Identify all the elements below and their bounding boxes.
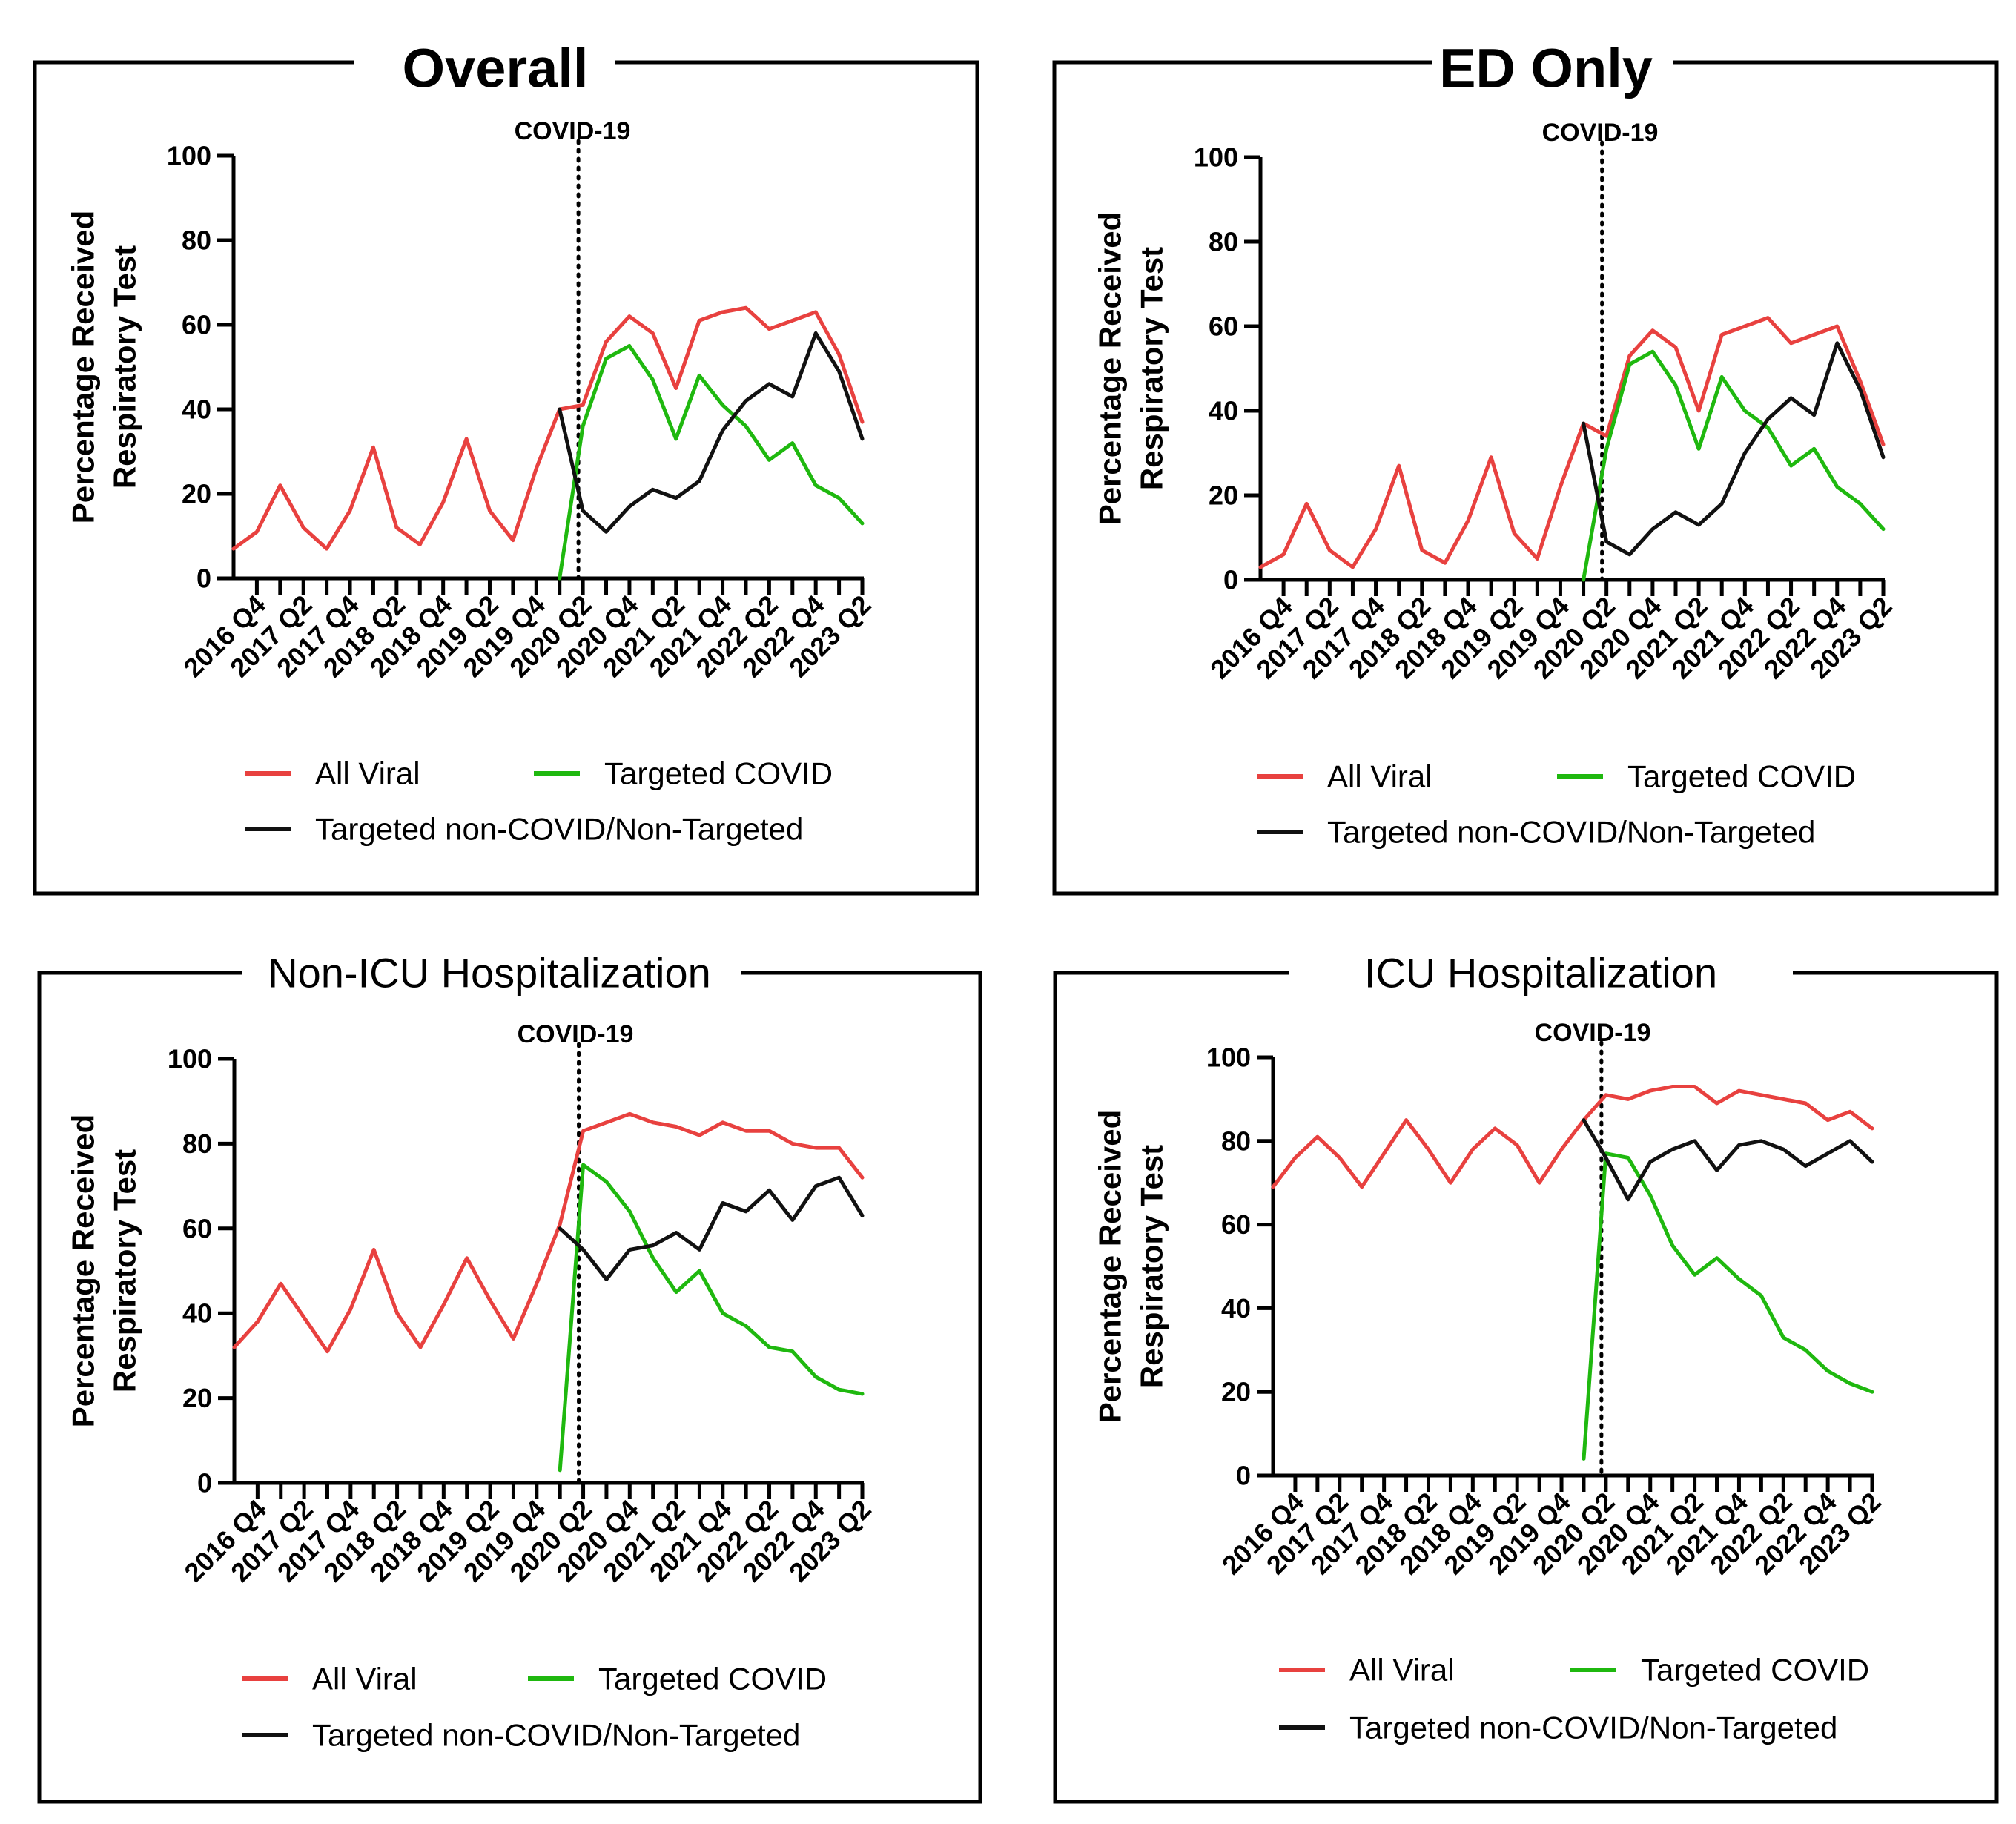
y-tick-label: 60 xyxy=(1209,311,1238,342)
legend-label: Targeted COVID xyxy=(604,756,833,791)
y-tick-label: 20 xyxy=(182,1383,212,1413)
y-tick-label: 40 xyxy=(1221,1293,1251,1324)
y-tick-label: 100 xyxy=(168,1044,212,1074)
legend-label: Targeted non-COVID/Non-Targeted xyxy=(312,1718,800,1753)
y-axis-label: Respiratory Test xyxy=(1134,1145,1169,1388)
y-axis-label: Percentage Received xyxy=(66,211,101,524)
y-tick-label: 0 xyxy=(1223,565,1238,595)
series-line-1 xyxy=(1271,1085,1874,1189)
y-tick-label: 20 xyxy=(1209,480,1238,511)
covid-label: COVID-19 xyxy=(518,1020,634,1048)
y-axis-label: Respiratory Test xyxy=(1134,247,1169,490)
series-line-3 xyxy=(558,331,865,534)
panel-frame xyxy=(1052,60,1999,896)
covid-label: COVID-19 xyxy=(1535,1019,1651,1047)
panel-frame xyxy=(1053,971,1999,1804)
y-tick-label: 20 xyxy=(182,479,211,509)
y-tick-label: 0 xyxy=(196,564,211,594)
panel-frame xyxy=(37,971,982,1804)
y-tick-label: 80 xyxy=(182,1129,212,1159)
series-line-1 xyxy=(1258,316,1886,569)
chart-panel-3: Non-ICU Hospitalization0204060801002016 … xyxy=(37,950,982,1804)
y-axis-label: Percentage Received xyxy=(66,1114,101,1428)
covid-label: COVID-19 xyxy=(515,117,631,145)
y-tick-label: 0 xyxy=(197,1468,212,1498)
series-line-1 xyxy=(232,1111,865,1354)
series-line-3 xyxy=(558,1175,865,1281)
y-tick-label: 80 xyxy=(1209,227,1238,257)
series-line-1 xyxy=(231,305,865,551)
series-line-3 xyxy=(1582,1118,1874,1202)
legend-label: Targeted non-COVID/Non-Targeted xyxy=(315,812,803,847)
y-tick-label: 100 xyxy=(1194,142,1238,173)
legend-label: Targeted COVID xyxy=(1641,1653,1869,1688)
legend-label: All Viral xyxy=(312,1662,417,1696)
legend-label: All Viral xyxy=(1327,759,1432,794)
y-tick-label: 100 xyxy=(167,141,211,171)
chart-title: ED Only xyxy=(1439,38,1653,99)
y-tick-label: 80 xyxy=(182,225,211,256)
legend-label: Targeted COVID xyxy=(598,1662,827,1696)
y-axis-label: Percentage Received xyxy=(1093,1110,1128,1424)
series-line-2 xyxy=(558,1163,865,1473)
y-tick-label: 40 xyxy=(182,1298,212,1329)
y-tick-label: 60 xyxy=(182,310,211,340)
chart-title: Overall xyxy=(403,38,589,99)
y-tick-label: 60 xyxy=(1221,1209,1251,1240)
y-axis-label: Respiratory Test xyxy=(108,1149,142,1392)
y-tick-label: 100 xyxy=(1206,1042,1251,1073)
series-line-2 xyxy=(1582,349,1886,582)
y-tick-label: 40 xyxy=(182,394,211,425)
y-axis-label: Percentage Received xyxy=(1093,212,1128,526)
chart-title: Non-ICU Hospitalization xyxy=(268,950,711,997)
y-tick-label: 80 xyxy=(1221,1126,1251,1156)
legend-label: All Viral xyxy=(1349,1653,1455,1688)
legend-label: All Viral xyxy=(315,756,420,791)
series-line-2 xyxy=(558,344,865,581)
y-tick-label: 60 xyxy=(182,1213,212,1243)
y-tick-label: 0 xyxy=(1236,1461,1251,1491)
chart-title: ICU Hospitalization xyxy=(1364,950,1717,997)
series-line-3 xyxy=(1582,341,1886,557)
panel-frame xyxy=(33,60,979,896)
series-line-2 xyxy=(1582,1151,1874,1461)
covid-label: COVID-19 xyxy=(1542,119,1659,147)
y-axis-label: Respiratory Test xyxy=(108,245,142,489)
legend-label: Targeted non-COVID/Non-Targeted xyxy=(1327,815,1815,850)
legend-label: Targeted COVID xyxy=(1627,759,1856,794)
legend-label: Targeted non-COVID/Non-Targeted xyxy=(1349,1711,1837,1745)
y-tick-label: 40 xyxy=(1209,396,1238,426)
y-tick-label: 20 xyxy=(1221,1377,1251,1407)
